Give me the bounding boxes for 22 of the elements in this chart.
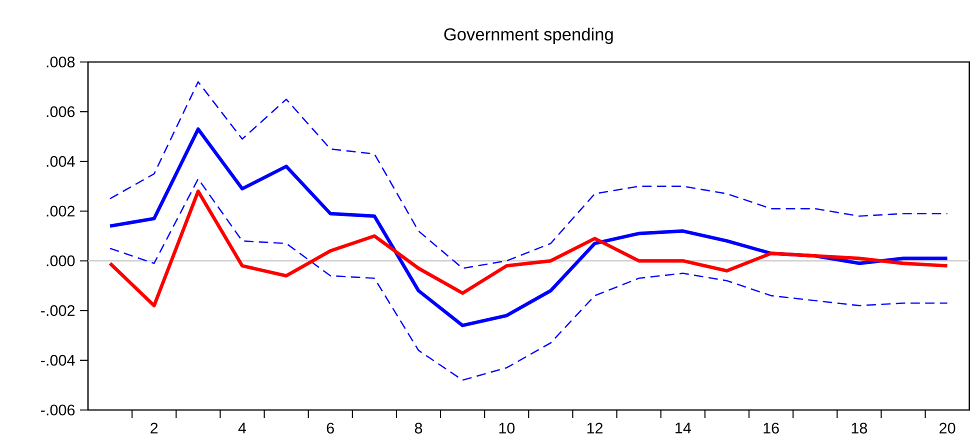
- line-series: [108, 190, 950, 308]
- x-tick-label: 8: [414, 422, 422, 434]
- x-tick-label: 6: [326, 422, 334, 434]
- x-tick-label: 14: [676, 422, 691, 434]
- y-tick-label: .002: [46, 206, 75, 217]
- y-tick-label: .000: [46, 255, 75, 266]
- y-tick-label: .004: [46, 156, 75, 167]
- y-tick-label: .008: [46, 56, 75, 68]
- x-tick-label: 10: [499, 422, 515, 434]
- x-tick-label: 12: [587, 422, 603, 434]
- x-tick-label: 16: [764, 422, 779, 434]
- y-tick-label: .006: [46, 106, 75, 118]
- y-tick-label: -.002: [41, 305, 75, 316]
- x-tick-label: 4: [238, 422, 246, 434]
- chart-title: Government spending: [444, 28, 613, 44]
- x-tick-label: 18: [852, 422, 868, 434]
- y-tick-label: -.006: [41, 404, 75, 416]
- y-tick-label: -.004: [41, 354, 75, 366]
- line-series: [108, 127, 950, 328]
- x-tick-label: 20: [940, 422, 956, 434]
- line-series: [109, 81, 948, 269]
- x-tick-label: 2: [150, 422, 158, 434]
